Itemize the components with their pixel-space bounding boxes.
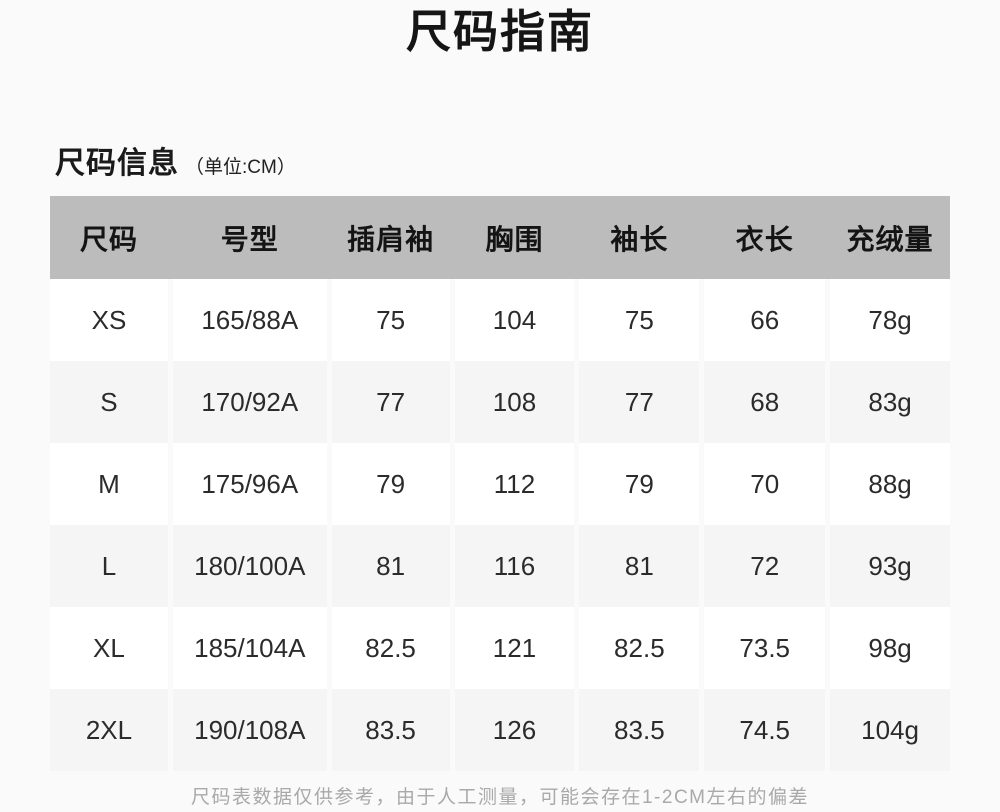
- header-cell-model: 号型: [220, 223, 279, 255]
- table-cell: 180/100A: [172, 525, 327, 607]
- table-cell: XL: [50, 607, 168, 689]
- table-cell: 88g: [830, 443, 950, 525]
- table-cell: 112: [454, 443, 575, 525]
- table-cell: 74.5: [704, 689, 826, 771]
- table-cell: 165/88A: [172, 279, 327, 361]
- table-cell: 79: [579, 443, 700, 525]
- table-cell: 78g: [830, 279, 950, 361]
- table-cell: 83.5: [331, 689, 450, 771]
- table-row-2xl: 2XL 190/108A 83.5 126 83.5 74.5 104g: [50, 689, 950, 771]
- table-cell: 81: [331, 525, 450, 607]
- table-cell: 126: [454, 689, 575, 771]
- table-cell: S: [50, 361, 168, 443]
- table-row-xs: XS 165/88A 75 104 75 66 78g: [50, 279, 950, 361]
- table-cell: 121: [454, 607, 575, 689]
- table-cell: 175/96A: [172, 443, 327, 525]
- table-cell: 72: [704, 525, 826, 607]
- table-cell: 185/104A: [172, 607, 327, 689]
- table-cell: 2XL: [50, 689, 168, 771]
- header-cell-chest: 胸围: [485, 223, 544, 255]
- table-cell: 116: [454, 525, 575, 607]
- table-cell: 93g: [830, 525, 950, 607]
- header-cell-size: 尺码: [79, 223, 138, 255]
- table-cell: 108: [454, 361, 575, 443]
- table-cell: 190/108A: [172, 689, 327, 771]
- table-cell: 83.5: [579, 689, 700, 771]
- table-cell: XS: [50, 279, 168, 361]
- table-cell: 73.5: [704, 607, 826, 689]
- header-cell-raglan: 插肩袖: [347, 223, 435, 255]
- table-cell: 77: [579, 361, 700, 443]
- table-cell: 66: [704, 279, 826, 361]
- table-row-l: L 180/100A 81 116 81 72 93g: [50, 525, 950, 607]
- table-cell: 170/92A: [172, 361, 327, 443]
- table-cell: 75: [579, 279, 700, 361]
- table-cell: L: [50, 525, 168, 607]
- table-cell: 77: [331, 361, 450, 443]
- table-cell: 68: [704, 361, 826, 443]
- header-cell-downfill: 充绒量: [846, 223, 934, 255]
- table-cell: 81: [579, 525, 700, 607]
- section-title: 尺码信息: [55, 147, 179, 180]
- page-title: 尺码指南: [405, 6, 594, 57]
- table-header-row: 尺码 号型 插肩袖 胸围 袖长 衣长 充绒量: [50, 196, 950, 279]
- table-cell: 104: [454, 279, 575, 361]
- table-cell: 75: [331, 279, 450, 361]
- table-cell: 83g: [830, 361, 950, 443]
- table-cell: 82.5: [331, 607, 450, 689]
- section-header: 尺码信息 （单位:CM）: [55, 138, 296, 182]
- header-cell-length: 衣长: [735, 223, 794, 255]
- table-cell: 79: [331, 443, 450, 525]
- table-cell: 98g: [830, 607, 950, 689]
- table-cell: 70: [704, 443, 826, 525]
- unit-note: （单位:CM）: [185, 157, 296, 178]
- size-table: 尺码 号型 插肩袖 胸围 袖长 衣长 充绒量 XS 165/88A 75 104…: [50, 196, 950, 771]
- header-cell-sleeve: 袖长: [610, 223, 669, 255]
- table-row-s: S 170/92A 77 108 77 68 83g: [50, 361, 950, 443]
- table-cell: 82.5: [579, 607, 700, 689]
- table-cell: M: [50, 443, 168, 525]
- table-row-m: M 175/96A 79 112 79 70 88g: [50, 443, 950, 525]
- disclaimer-note: 尺码表数据仅供参考，由于人工测量，可能会存在1-2CM左右的偏差: [190, 787, 809, 808]
- table-row-xl: XL 185/104A 82.5 121 82.5 73.5 98g: [50, 607, 950, 689]
- table-cell: 104g: [830, 689, 950, 771]
